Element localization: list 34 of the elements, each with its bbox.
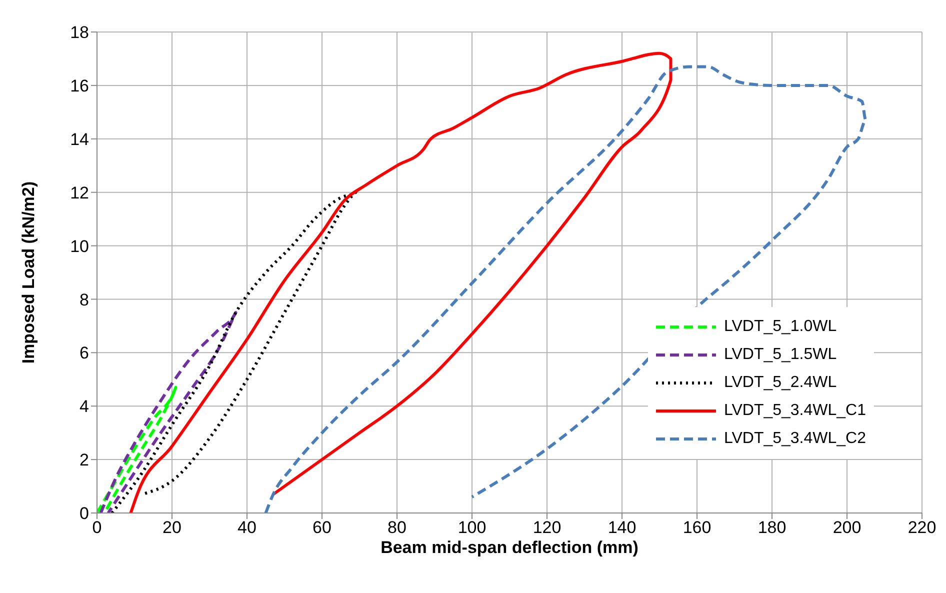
x-tick-label: 140: [608, 518, 636, 538]
legend-label: LVDT_5_1.0WL: [724, 318, 837, 336]
legend-label: LVDT_5_3.4WL_C2: [724, 430, 866, 448]
y-axis-title: Imposed Load (kN/m2): [19, 181, 38, 364]
x-axis-title: Beam mid-span deflection (mm): [380, 538, 638, 557]
y-tick-label: 8: [80, 290, 89, 310]
line-series: [97, 386, 178, 513]
line-series: [129, 52, 672, 513]
x-tick-label: 220: [908, 518, 936, 538]
y-tick-label: 14: [70, 130, 89, 149]
line-series: [110, 190, 358, 513]
x-tick-label: 60: [312, 518, 332, 538]
x-tick-label: 80: [388, 518, 406, 538]
x-tick-label: 120: [532, 518, 562, 538]
y-tick-label: 16: [70, 76, 89, 96]
legend-label: LVDT_5_1.5WL: [724, 346, 837, 364]
line-series: [99, 311, 238, 513]
line-series: [264, 65, 868, 513]
x-tick-label: 20: [162, 518, 182, 538]
y-tick-label: 18: [70, 23, 89, 42]
y-tick-label: 4: [80, 397, 89, 416]
legend-label: LVDT_5_2.4WL: [724, 374, 837, 392]
x-tick-label: 40: [238, 518, 256, 538]
y-tick-label: 12: [70, 183, 89, 202]
x-tick-label: 0: [92, 518, 102, 538]
legend-label: LVDT_5_3.4WL_C1: [724, 402, 866, 420]
x-tick-label: 100: [458, 518, 486, 538]
y-tick-label: 6: [80, 344, 89, 363]
y-tick-label: 0: [80, 504, 89, 524]
x-tick-label: 180: [758, 518, 786, 538]
x-tick-label: 200: [832, 518, 862, 538]
x-tick-label: 160: [682, 518, 712, 538]
y-tick-label: 10: [70, 236, 89, 256]
y-tick-label: 2: [80, 450, 89, 470]
